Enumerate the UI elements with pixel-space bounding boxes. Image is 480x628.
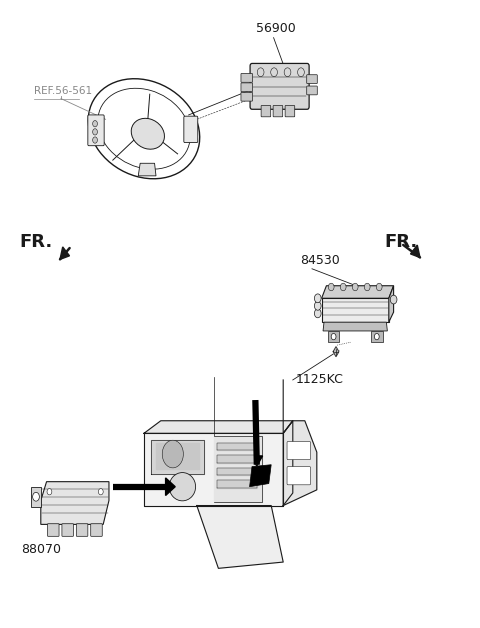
FancyBboxPatch shape [91, 524, 102, 536]
Ellipse shape [169, 473, 196, 501]
FancyBboxPatch shape [287, 467, 311, 485]
FancyBboxPatch shape [241, 83, 252, 92]
FancyBboxPatch shape [76, 524, 88, 536]
FancyBboxPatch shape [62, 524, 73, 536]
FancyBboxPatch shape [241, 73, 252, 82]
Text: 56900: 56900 [256, 21, 296, 35]
Circle shape [376, 283, 382, 291]
Ellipse shape [131, 118, 165, 149]
Polygon shape [138, 163, 156, 176]
Polygon shape [197, 506, 283, 568]
Polygon shape [250, 465, 271, 487]
Polygon shape [333, 347, 339, 357]
Polygon shape [156, 443, 199, 469]
Polygon shape [60, 247, 70, 259]
Circle shape [162, 440, 183, 468]
FancyBboxPatch shape [48, 524, 59, 536]
FancyBboxPatch shape [261, 106, 271, 117]
Polygon shape [389, 286, 394, 322]
Circle shape [331, 333, 336, 340]
Polygon shape [217, 468, 257, 475]
Polygon shape [322, 286, 394, 298]
Polygon shape [371, 331, 383, 342]
Circle shape [33, 492, 39, 501]
FancyBboxPatch shape [287, 441, 311, 460]
FancyBboxPatch shape [307, 75, 317, 84]
Circle shape [314, 301, 321, 310]
Polygon shape [166, 478, 175, 495]
Polygon shape [283, 421, 317, 506]
Text: FR.: FR. [384, 233, 417, 251]
Polygon shape [217, 455, 257, 463]
Circle shape [98, 489, 103, 495]
Polygon shape [251, 456, 263, 466]
Circle shape [93, 137, 97, 143]
Polygon shape [151, 440, 204, 474]
Text: 88070: 88070 [22, 543, 61, 556]
Circle shape [93, 121, 97, 127]
Circle shape [328, 283, 334, 291]
Circle shape [352, 283, 358, 291]
Circle shape [374, 333, 379, 340]
Circle shape [340, 283, 346, 291]
Polygon shape [328, 331, 339, 342]
Polygon shape [410, 245, 420, 257]
Polygon shape [283, 421, 293, 506]
Polygon shape [144, 421, 293, 433]
FancyBboxPatch shape [241, 92, 252, 101]
Polygon shape [214, 436, 262, 502]
Polygon shape [41, 482, 109, 524]
FancyBboxPatch shape [273, 106, 283, 117]
Polygon shape [217, 443, 257, 450]
Circle shape [47, 489, 52, 495]
Circle shape [93, 129, 97, 135]
Text: FR.: FR. [19, 233, 52, 251]
Circle shape [314, 309, 321, 318]
Text: 1125KC: 1125KC [295, 374, 343, 386]
Polygon shape [31, 487, 41, 507]
Polygon shape [144, 433, 283, 506]
FancyBboxPatch shape [250, 63, 309, 109]
FancyBboxPatch shape [285, 106, 295, 117]
FancyBboxPatch shape [184, 116, 198, 143]
Circle shape [390, 295, 397, 304]
FancyBboxPatch shape [307, 86, 317, 95]
Polygon shape [217, 480, 257, 488]
Polygon shape [322, 298, 389, 322]
Circle shape [364, 283, 370, 291]
Polygon shape [323, 322, 387, 331]
Circle shape [314, 294, 321, 303]
Text: REF.56-561: REF.56-561 [34, 86, 92, 96]
FancyBboxPatch shape [88, 115, 104, 146]
Text: 84530: 84530 [300, 254, 340, 267]
